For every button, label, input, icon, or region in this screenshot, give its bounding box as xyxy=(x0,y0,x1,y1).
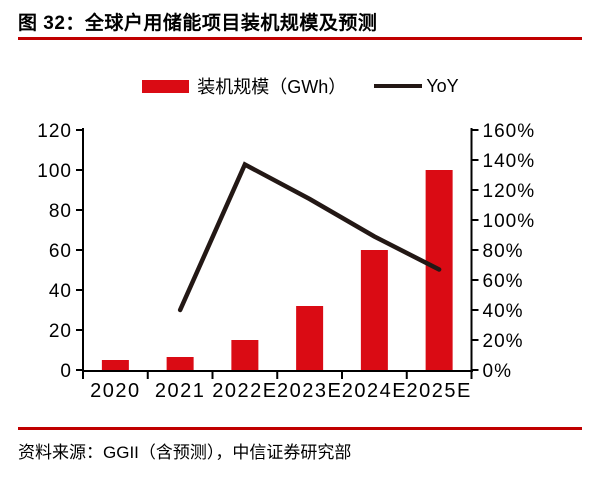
x-axis-label-2023E: 2023E xyxy=(277,380,342,402)
right-axis-tick-label: 60% xyxy=(483,271,524,292)
left-axis-tick-label: 100 xyxy=(37,161,72,182)
x-axis-label-2021: 2021 xyxy=(155,380,206,402)
right-axis-tick-label: 20% xyxy=(483,331,524,352)
x-axis-label-2022E: 2022E xyxy=(212,380,277,402)
legend-label-installed-capacity: 装机规模（GWh） xyxy=(197,77,347,97)
left-axis-tick-label: 0 xyxy=(60,361,72,382)
legend-item-yoy: YoY xyxy=(374,75,459,97)
yoy-line xyxy=(177,161,442,313)
left-axis-tick-label: 40 xyxy=(49,281,72,302)
source-rule xyxy=(18,427,582,430)
left-axis-tick-label: 20 xyxy=(49,321,72,342)
bar-2022E xyxy=(231,340,259,370)
legend-bar-swatch-icon xyxy=(142,79,190,93)
x-axis-label-2025E: 2025E xyxy=(406,380,471,402)
figure-source: 资料来源：GGII（含预测），中信证券研究部 xyxy=(18,443,352,462)
x-axis-label-2020: 2020 xyxy=(90,380,141,402)
left-axis-tick-label: 60 xyxy=(49,241,72,262)
bar-2021 xyxy=(166,357,194,370)
right-axis-tick-label: 160% xyxy=(483,121,536,142)
bar-2024E xyxy=(360,250,388,370)
legend-item-installed-capacity: 装机规模（GWh） xyxy=(142,73,346,99)
right-axis-tick-label: 100% xyxy=(483,211,536,232)
x-axis-label-2024E: 2024E xyxy=(342,380,407,402)
legend-label-yoy: YoY xyxy=(426,75,459,96)
left-axis-tick-label: 80 xyxy=(49,201,72,222)
title-rule xyxy=(18,37,582,40)
right-axis-tick-label: 120% xyxy=(483,181,536,202)
chart-legend: 装机规模（GWh） YoY xyxy=(0,74,601,98)
right-axis-tick-label: 80% xyxy=(483,241,524,262)
bar-2020 xyxy=(101,360,129,370)
legend-line-swatch-icon xyxy=(374,84,423,88)
bar-2023E xyxy=(296,306,324,370)
figure-title: 图 32：全球户用储能项目装机规模及预测 xyxy=(18,13,378,34)
left-axis-tick-label: 120 xyxy=(37,121,72,142)
right-axis-tick-label: 140% xyxy=(483,151,536,172)
right-axis-tick-label: 40% xyxy=(483,301,524,322)
right-axis-tick-label: 0% xyxy=(483,361,512,382)
